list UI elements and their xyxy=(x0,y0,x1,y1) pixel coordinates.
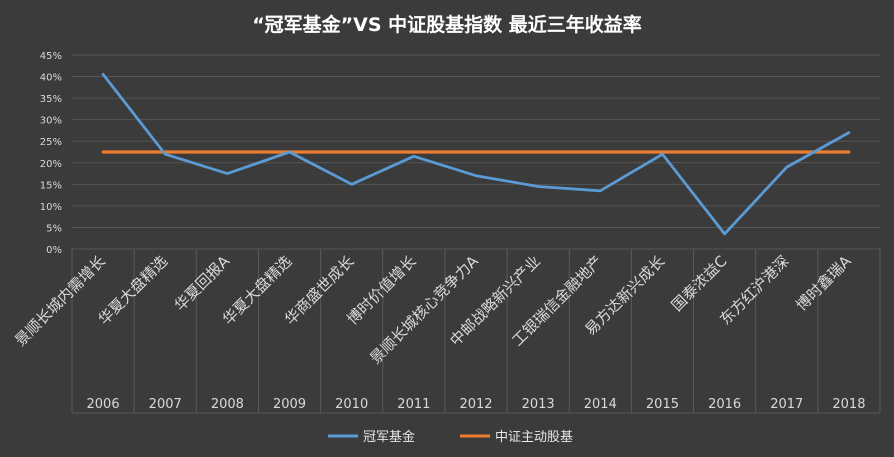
grid-lines xyxy=(72,54,880,250)
year-label: 2009 xyxy=(273,397,306,412)
year-label: 2013 xyxy=(522,397,555,412)
year-label: 2017 xyxy=(770,397,803,412)
y-tick-label: 35% xyxy=(40,94,62,105)
category-label: 景顺长城内需增长 xyxy=(11,252,109,350)
series-line-champion-fund xyxy=(101,73,851,236)
legend: 冠军基金 中证主动股基 xyxy=(328,429,573,445)
chart-title: “冠军基金”VS 中证股基指数 最近三年收益率 xyxy=(252,13,642,36)
year-label: 2012 xyxy=(459,397,492,412)
category-label: 国泰浓益C xyxy=(668,252,731,315)
year-label: 2007 xyxy=(149,397,182,412)
y-tick-label: 15% xyxy=(40,180,62,191)
y-tick-label: 20% xyxy=(40,159,62,170)
y-tick-label: 40% xyxy=(40,73,62,84)
y-axis: 0% 5% 10% 15% 20% 25% 30% 35% 40% 45% xyxy=(40,51,62,256)
year-label: 2006 xyxy=(87,397,120,412)
year-label: 2015 xyxy=(646,397,679,412)
y-tick-label: 45% xyxy=(40,51,62,62)
y-tick-label: 5% xyxy=(46,223,62,234)
legend-label: 中证主动股基 xyxy=(495,430,573,445)
category-label: 景顺长城核心竞争力A xyxy=(366,252,482,368)
x-axis-frame xyxy=(71,249,881,414)
series-lines xyxy=(101,73,851,236)
y-tick-label: 30% xyxy=(40,116,62,127)
category-label: 华夏回报A xyxy=(171,252,234,315)
year-label: 2016 xyxy=(708,397,741,412)
year-label: 2010 xyxy=(335,397,368,412)
legend-label: 冠军基金 xyxy=(363,429,415,445)
year-label: 2018 xyxy=(832,397,865,412)
y-tick-label: 10% xyxy=(40,202,62,213)
category-label: 博时鑫瑞A xyxy=(792,252,855,315)
year-labels: 2006 2007 2008 2009 2010 2011 2012 2013 2014 2015… xyxy=(87,397,866,412)
year-label: 2008 xyxy=(211,397,244,412)
y-tick-label: 0% xyxy=(46,245,62,256)
year-label: 2014 xyxy=(584,397,617,412)
year-label: 2011 xyxy=(397,397,430,412)
y-tick-label: 25% xyxy=(40,137,62,148)
